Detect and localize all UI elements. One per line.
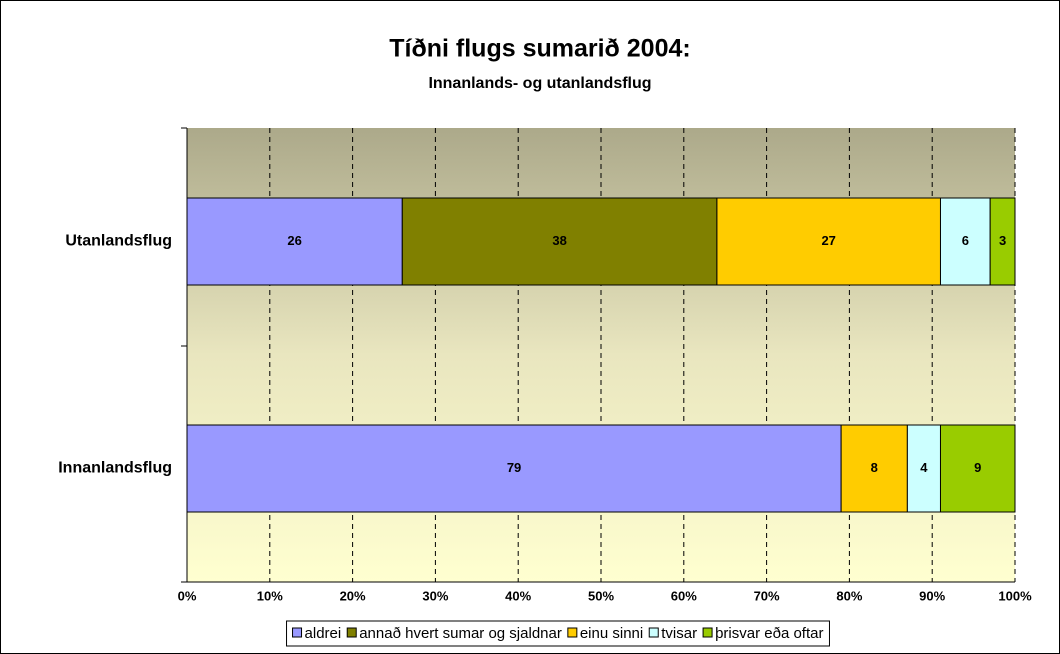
legend-swatch: [702, 627, 713, 638]
x-tick-label: 0%: [178, 588, 197, 603]
data-label: 27: [821, 233, 835, 248]
bar-segment: [716, 197, 941, 286]
legend: aldrei annað hvert sumar og sjaldnar einu …: [286, 620, 830, 647]
bar-segment: [840, 424, 908, 513]
x-tick-label: 60%: [671, 588, 697, 603]
x-tick-label: 40%: [505, 588, 531, 603]
legend-swatch: [648, 627, 659, 638]
data-label: 4: [920, 460, 928, 475]
y-tick-label: Utanlandsflug: [65, 233, 172, 250]
legend-box: [286, 620, 830, 647]
legend-swatch: [292, 627, 303, 638]
bar-segment: [939, 197, 991, 286]
legend-label: einu sinni: [580, 625, 643, 642]
x-tick-label: 10%: [257, 588, 283, 603]
x-tick-label: 20%: [340, 588, 366, 603]
bar-segment: [906, 424, 941, 513]
data-label: 38: [552, 233, 566, 248]
data-label: 9: [974, 460, 981, 475]
data-label: 3: [999, 233, 1006, 248]
chart-subtitle: Innanlands- og utanlandsflug: [428, 75, 651, 92]
x-tick-label: 100%: [998, 588, 1032, 603]
legend-label: aldrei: [305, 625, 342, 642]
chart-title: Tíðni flugs sumarið 2004:: [389, 35, 690, 63]
bar-segment: [989, 197, 1016, 286]
legend-swatch: [567, 627, 578, 638]
bar-segment: [186, 424, 842, 513]
x-tick-label: 50%: [588, 588, 614, 603]
bar-segment: [401, 197, 718, 286]
legend-label: annað hvert sumar og sjaldnar: [359, 625, 562, 642]
data-label: 26: [287, 233, 301, 248]
y-tick-label: Innanlandsflug: [58, 460, 172, 477]
legend-swatch: [346, 627, 357, 638]
data-label: 8: [871, 460, 878, 475]
data-label: 79: [507, 460, 521, 475]
x-tick-label: 70%: [754, 588, 780, 603]
x-tick-label: 30%: [422, 588, 448, 603]
bar-segment: [939, 424, 1016, 513]
x-tick-label: 90%: [919, 588, 945, 603]
legend-label: þrisvar eða oftar: [715, 625, 823, 642]
data-label: 6: [962, 233, 969, 248]
legend-label: tvisar: [661, 625, 697, 642]
bar-segment: [186, 197, 403, 286]
x-tick-label: 80%: [836, 588, 862, 603]
